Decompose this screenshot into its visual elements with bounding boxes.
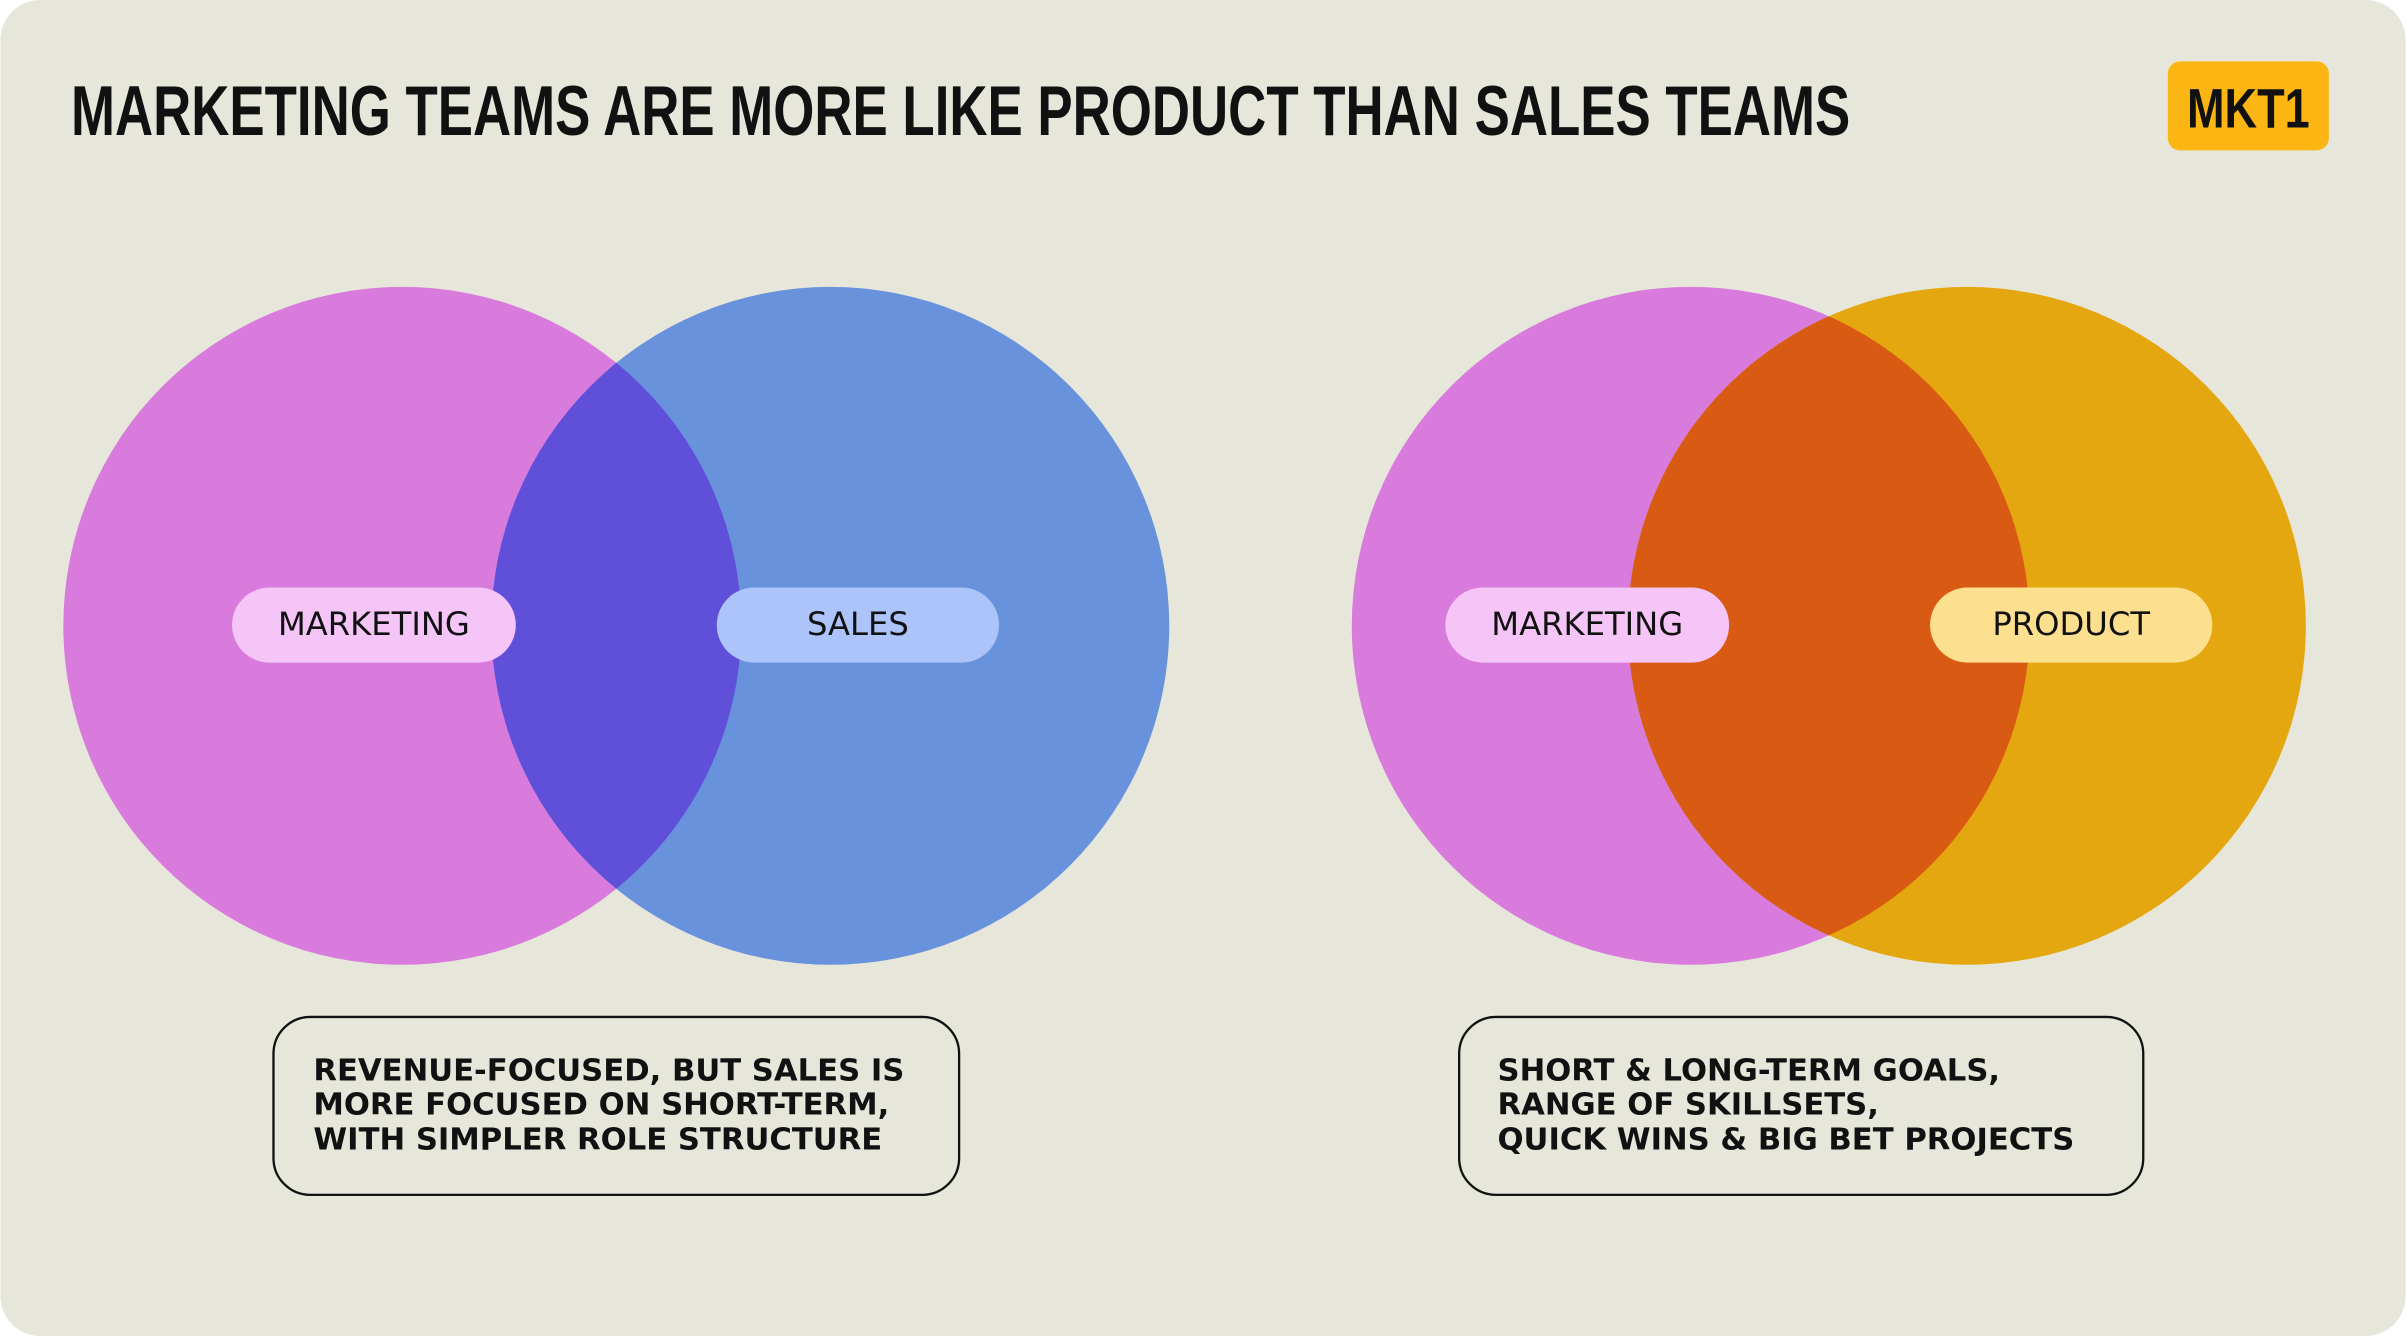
logo-badge xyxy=(2167,61,2329,151)
label-pill xyxy=(232,587,516,663)
caption-line: REVENUE-FOCUSED, BUT SALES IS xyxy=(313,1054,904,1089)
caption-box xyxy=(272,1015,961,1197)
venn-label: PRODUCT xyxy=(1992,605,2150,643)
venn-label: MARKETING xyxy=(1491,605,1683,643)
venn-label: MARKETING xyxy=(278,605,470,643)
label-pill xyxy=(1445,587,1730,663)
venn-label: SALES xyxy=(807,605,909,643)
caption-line: QUICK WINS & BIG BET PROJECTS xyxy=(1498,1123,2075,1158)
title: MARKETING TEAMS ARE MORE LIKE PRODUCT TH… xyxy=(71,71,1850,150)
caption-line: MORE FOCUSED ON SHORT-TERM, xyxy=(313,1087,889,1122)
caption-line: WITH SIMPLER ROLE STRUCTURE xyxy=(313,1123,882,1158)
caption-box xyxy=(1458,1015,2145,1197)
caption-line: RANGE OF SKILLSETS, xyxy=(1498,1087,1879,1122)
label-pill xyxy=(716,587,999,663)
caption-line: SHORT & LONG-TERM GOALS, xyxy=(1498,1054,2001,1089)
venn-overlap xyxy=(491,286,742,965)
label-pill xyxy=(1930,587,2213,663)
logo: MKT1 xyxy=(2187,77,2310,139)
